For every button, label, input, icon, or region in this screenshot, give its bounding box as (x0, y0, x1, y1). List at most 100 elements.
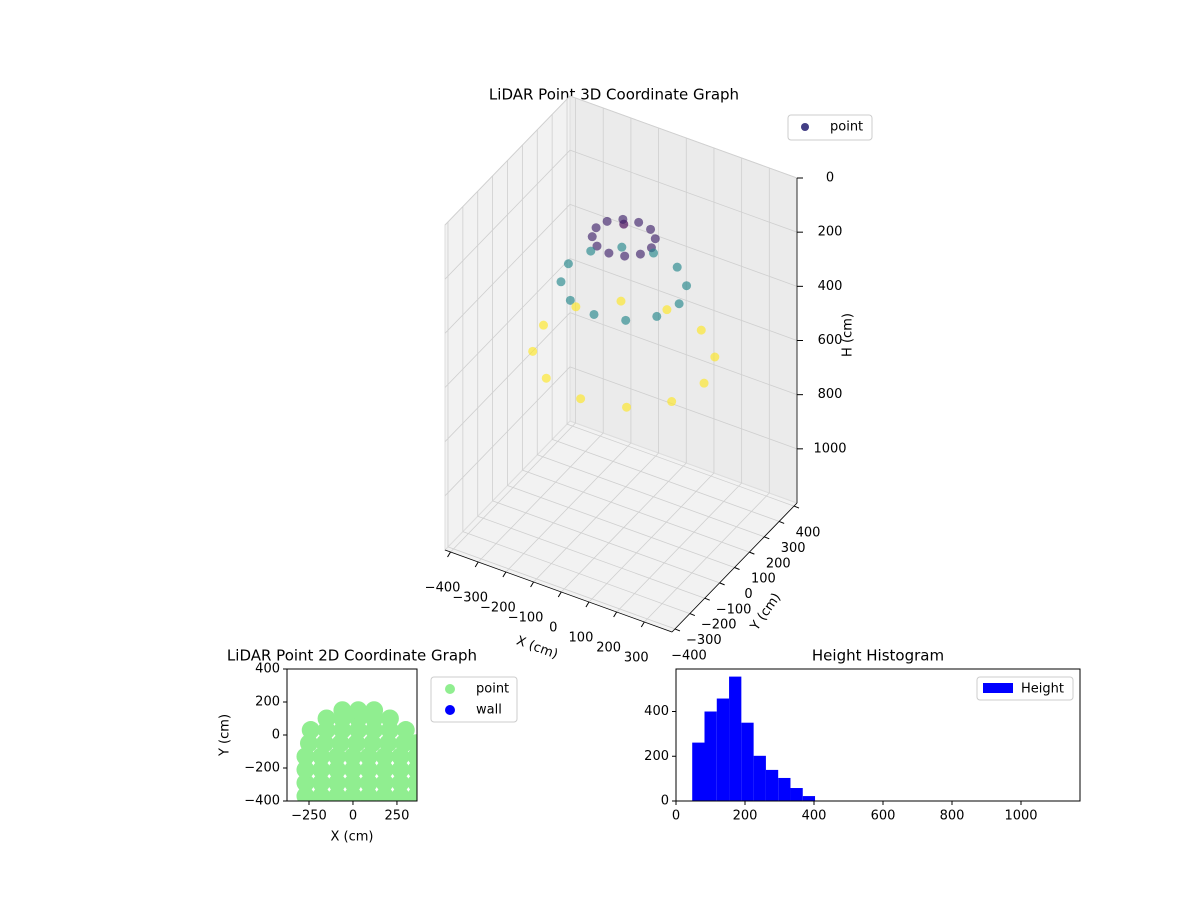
y-tick-label: 400 (796, 526, 821, 541)
y-tick-label: 0 (744, 587, 752, 602)
x-tick-label: 0 (672, 809, 680, 824)
y-tick-label: −400 (244, 794, 280, 809)
point (682, 281, 692, 291)
point (710, 352, 720, 362)
x-tick (474, 561, 479, 568)
y-tick (749, 551, 755, 555)
grid-line (569, 258, 798, 341)
point (538, 320, 548, 330)
x-tick (447, 551, 451, 558)
point (571, 302, 581, 312)
point (622, 402, 632, 412)
legend-marker (983, 683, 1013, 693)
point (312, 760, 331, 779)
x-tick-label: 0 (349, 809, 357, 824)
bar (778, 777, 791, 801)
chart-title: LiDAR Point 3D Coordinate Graph (489, 86, 739, 104)
point (299, 734, 318, 753)
bar (716, 698, 730, 801)
point (586, 246, 596, 256)
x-tick-label: 200 (733, 809, 758, 824)
y-tick (793, 505, 800, 509)
x-tick (640, 621, 645, 628)
point (649, 248, 659, 258)
point (672, 262, 682, 272)
bar (692, 742, 705, 801)
x-tick-label: 800 (940, 809, 965, 824)
x-tick-label: 0 (549, 621, 557, 636)
y-tick (689, 613, 696, 617)
y-tick (704, 597, 710, 601)
legend-label: point (476, 682, 509, 697)
chart-2d: LiDAR Point 2D Coordinate Graph X (cm) Y… (218, 647, 518, 845)
point (604, 248, 614, 258)
y-tick-label: 400 (644, 704, 669, 719)
point (301, 721, 320, 740)
point (652, 311, 662, 321)
grid-line (537, 454, 765, 538)
y-tick (778, 520, 785, 524)
point (380, 709, 399, 728)
point (591, 223, 601, 233)
point (616, 296, 626, 306)
point (618, 214, 628, 224)
point (347, 734, 366, 753)
point (328, 760, 347, 779)
grid-line (492, 500, 720, 584)
point (296, 760, 315, 779)
point (365, 701, 384, 720)
x-tick (585, 601, 590, 608)
point (621, 315, 631, 325)
x-tick-label: 400 (802, 809, 827, 824)
z-axis-label: H (cm) (841, 313, 856, 357)
x-axis-label: X (cm) (514, 634, 560, 663)
y-tick-label: 300 (781, 541, 806, 556)
bar (704, 711, 717, 801)
bar (741, 722, 754, 801)
bar (790, 788, 803, 801)
point (375, 760, 394, 779)
point (343, 760, 362, 779)
point (576, 394, 586, 404)
point (587, 232, 597, 242)
y-tick-label: −400 (671, 648, 707, 663)
x-tick-label: 600 (871, 809, 896, 824)
point (602, 216, 612, 226)
x-tick-label: 250 (385, 809, 410, 824)
point (343, 773, 362, 792)
point (634, 217, 644, 227)
z-tick-label: 800 (818, 387, 843, 402)
legend-label: point (830, 120, 863, 135)
legend-label: Height (1021, 682, 1064, 697)
point (312, 773, 331, 792)
point (635, 249, 645, 259)
x-tick-label: −200 (480, 601, 516, 616)
plot-area (296, 701, 417, 801)
y-tick-label: −100 (716, 602, 752, 617)
axis-line (671, 502, 798, 633)
x-tick-label: 1000 (1004, 809, 1037, 824)
bar (753, 755, 766, 801)
x-tick (530, 581, 535, 588)
point (396, 721, 415, 740)
x-tick (557, 591, 562, 598)
y-axis-label: Y (cm) (218, 714, 233, 757)
grid-line (444, 312, 571, 442)
point (359, 760, 378, 779)
point (296, 773, 315, 792)
x-tick-label: 200 (596, 641, 621, 656)
y-tick-label: −200 (701, 618, 737, 633)
legend-marker (445, 705, 455, 715)
legend-label: wall (476, 703, 502, 718)
x-tick-label: −100 (508, 611, 544, 626)
grid-line (444, 258, 571, 388)
point (359, 773, 378, 792)
point (528, 346, 538, 356)
chart-histogram: Height Histogram Height 0 200 400 600 800 1000… (644, 647, 1081, 824)
y-tick (764, 536, 770, 540)
point (331, 734, 350, 753)
chart-title: Height Histogram (812, 647, 944, 665)
y-tick-label: 400 (255, 662, 280, 677)
bar (802, 796, 816, 801)
chart-title: LiDAR Point 2D Coordinate Graph (227, 647, 477, 665)
